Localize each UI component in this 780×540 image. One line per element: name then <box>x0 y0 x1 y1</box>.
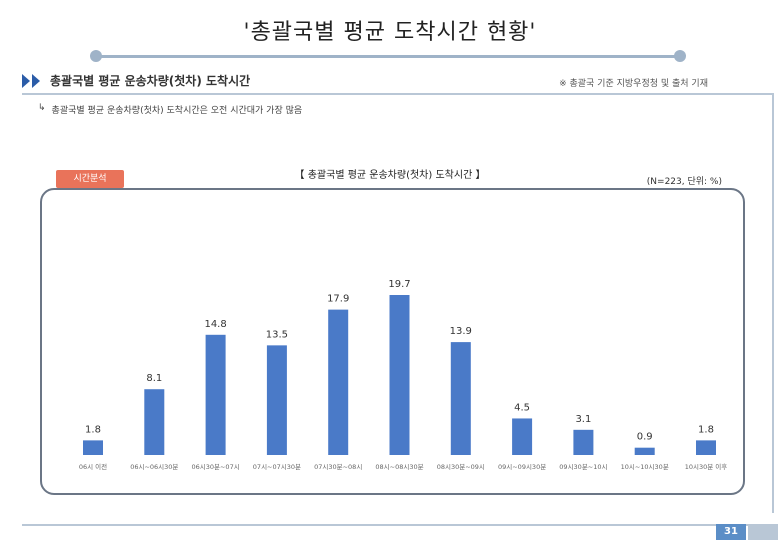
category-label-0: 06시 이전 <box>79 462 107 471</box>
bar-3 <box>266 345 287 455</box>
footer-line <box>22 524 774 526</box>
category-label-9: 10시~10시30분 <box>621 463 669 471</box>
bar-value-label-5: 19.7 <box>388 279 410 290</box>
bar-1 <box>144 389 165 455</box>
arrow-icon: ↳ <box>38 103 46 113</box>
title-underline <box>95 55 680 58</box>
category-label-10: 10시30분 이후 <box>685 462 728 471</box>
category-label-6: 08시30분~09시 <box>437 463 485 471</box>
page-number: 31 <box>716 524 746 540</box>
category-label-5: 08시~08시30분 <box>375 463 423 471</box>
category-label-7: 09시~09시30분 <box>498 463 546 471</box>
page-tab <box>748 524 778 540</box>
chart-meta: (N=223, 단위: %) <box>646 177 722 187</box>
chart-title: 【 총괄국별 평균 운송차량(첫차) 도착시간 】 <box>294 170 486 181</box>
category-label-8: 09시30분~10시 <box>559 463 607 471</box>
bar-value-label-7: 4.5 <box>514 402 530 413</box>
bar-7 <box>512 418 533 455</box>
bar-value-label-2: 14.8 <box>204 319 226 330</box>
bar-value-label-8: 3.1 <box>575 414 591 425</box>
panel-top-border <box>22 93 774 95</box>
bar-value-label-1: 8.1 <box>146 373 162 384</box>
bar-0 <box>83 440 103 455</box>
underline-right-dot <box>674 50 686 62</box>
category-label-4: 07시30분~08시 <box>314 463 362 471</box>
category-label-3: 07시~07시30분 <box>253 463 301 471</box>
bar-2 <box>205 334 226 455</box>
bar-value-label-3: 13.5 <box>266 329 288 340</box>
bar-value-label-4: 17.9 <box>327 294 349 305</box>
section-heading-text: 총괄국별 평균 운송차량(첫차) 도착시간 <box>50 74 251 88</box>
summary-line: ↳ 총괄국별 평균 운송차량(첫차) 도착시간은 오전 시간대가 가장 많음 <box>38 103 302 116</box>
bar-4 <box>328 309 349 455</box>
bar-value-label-10: 1.8 <box>698 424 714 435</box>
bar-10 <box>696 440 716 455</box>
chart-frame <box>40 188 745 495</box>
category-label-1: 06시~06시30분 <box>130 463 178 471</box>
source-note: ※ 총괄국 기준 지방우정청 및 출처 기재 <box>559 79 708 89</box>
bar-6 <box>450 342 471 455</box>
bar-value-label-9: 0.9 <box>637 432 653 443</box>
panel-right-border <box>772 93 774 513</box>
section-heading: 총괄국별 평균 운송차량(첫차) 도착시간 <box>22 72 250 89</box>
summary-text: 총괄국별 평균 운송차량(첫차) 도착시간은 오전 시간대가 가장 많음 <box>51 106 303 116</box>
underline-left-dot <box>90 50 102 62</box>
double-chevron-icon <box>22 73 40 88</box>
bar-8 <box>573 429 594 455</box>
bar-value-label-6: 13.9 <box>450 326 472 337</box>
analysis-tag: 시간분석 <box>56 170 124 188</box>
page-title: '총괄국별 평균 도착시간 현황' <box>243 20 537 45</box>
bar-5 <box>389 295 410 455</box>
category-label-2: 06시30분~07시 <box>191 463 239 471</box>
bar-value-label-0: 1.8 <box>85 424 101 435</box>
bar-9 <box>634 447 655 455</box>
